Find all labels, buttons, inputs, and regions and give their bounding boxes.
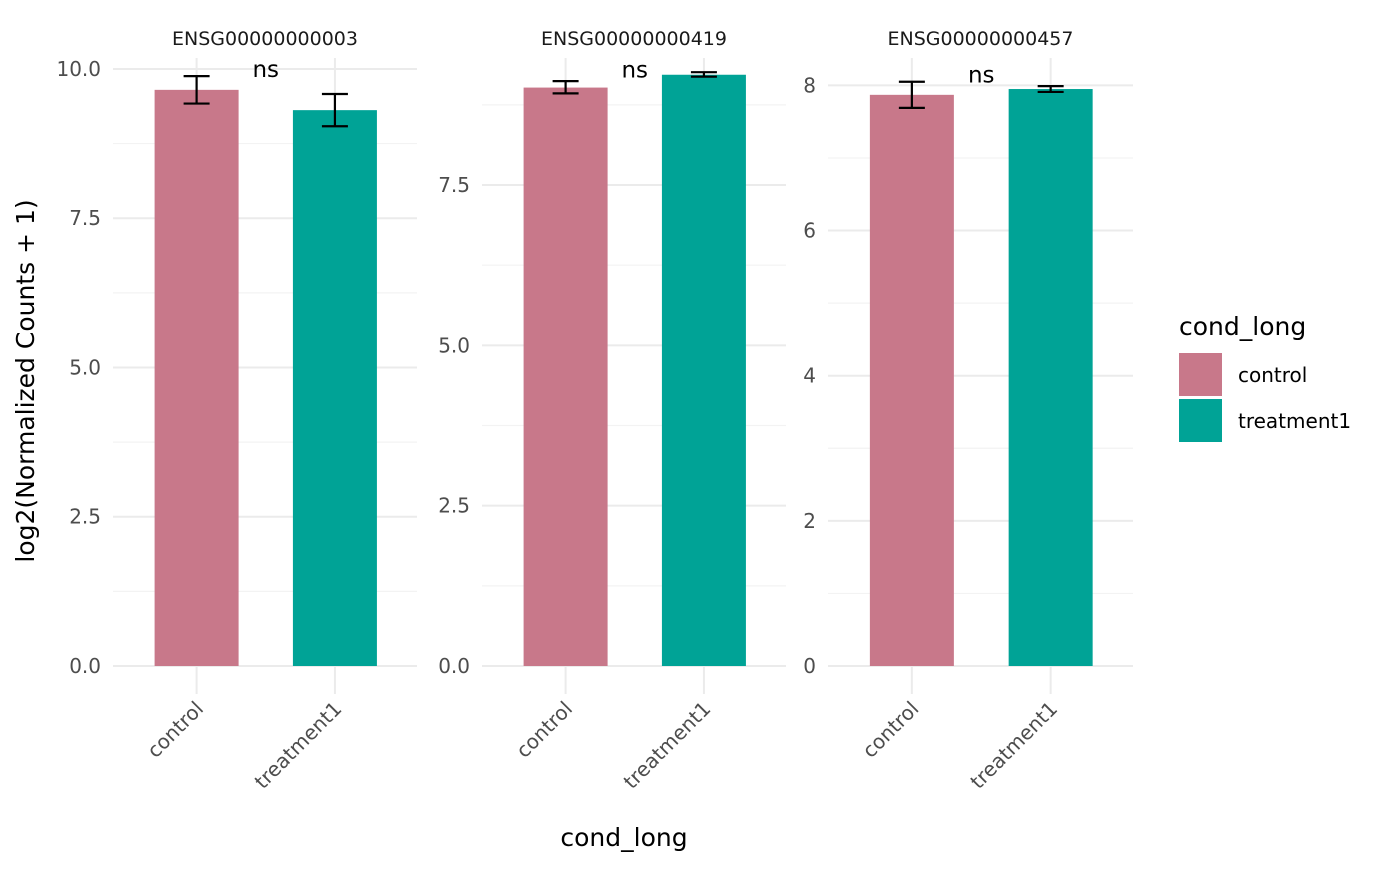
bar-treatment1 [1008,89,1093,667]
y-tick-label: 0.0 [69,654,101,678]
legend-key-treatment1 [1179,399,1222,442]
significance-label: ns [252,57,279,83]
y-tick-label: 0.0 [438,654,470,678]
y-tick-label: 7.5 [438,173,470,197]
facet-title: ENSG00000000457 [888,28,1074,50]
titles-layer: log2(Normalized Counts + 1) cond_long [11,199,688,852]
y-tick-label: 6 [803,219,816,243]
bar-control [523,87,608,667]
y-tick-label: 7.5 [69,206,101,230]
x-tick-label: treatment1 [250,697,347,794]
facet-panel: 0.0 2.5 5.0 7.5 10.0 ns ENSG00000000003 control… [56,28,417,793]
y-tick-label: 5.0 [438,333,470,357]
bar-control [869,94,954,666]
x-tick-label: control [511,697,577,763]
y-tick-label: 5.0 [69,355,101,379]
y-tick-label: 8 [803,73,816,97]
x-tick-label: control [857,697,923,763]
legend-label: control [1238,363,1307,387]
y-tick-label: 10.0 [56,57,101,81]
panels-layer: 0.0 2.5 5.0 7.5 10.0 ns ENSG00000000003 control… [56,28,1133,793]
significance-label: ns [621,58,648,84]
bar-treatment1 [661,74,746,666]
legend: cond_long control treatment1 [1179,312,1351,442]
legend-key-control [1179,353,1222,396]
y-tick-label: 4 [803,364,816,388]
x-tick-label: treatment1 [965,697,1062,794]
facet-panel: 0.0 2.5 5.0 7.5 ns ENSG00000000419 control trea… [438,28,786,793]
y-tick-label: 0 [803,654,816,678]
facet-title: ENSG00000000003 [172,28,358,50]
x-axis-title: cond_long [560,823,687,852]
facet-title: ENSG00000000419 [541,28,727,50]
legend-title: cond_long [1179,312,1306,341]
x-tick-label: treatment1 [619,697,716,794]
facet-panel: 0 2 4 6 8 ns ENSG00000000457 control treatment1 [803,28,1133,793]
y-tick-label: 2 [803,509,816,533]
y-tick-label: 2.5 [69,505,101,529]
y-axis-title: log2(Normalized Counts + 1) [11,199,40,562]
legend-label: treatment1 [1238,409,1351,433]
significance-label: ns [968,63,995,89]
bar-control [154,89,239,666]
x-tick-label: control [142,697,208,763]
bar-treatment1 [292,110,377,666]
y-tick-label: 2.5 [438,494,470,518]
